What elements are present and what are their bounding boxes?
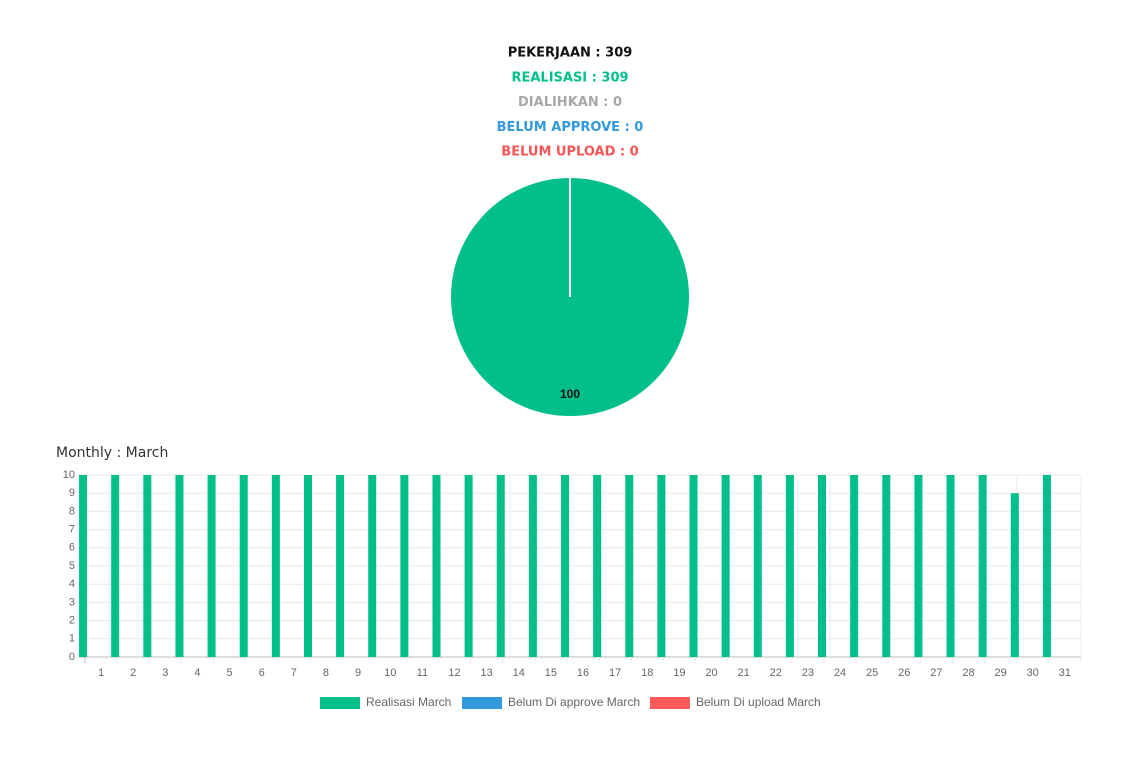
bar (368, 475, 377, 657)
legend-swatch (320, 697, 360, 709)
bar (400, 475, 409, 657)
x-tick-label: 26 (898, 667, 910, 679)
bar (561, 475, 569, 657)
bar (785, 475, 794, 657)
x-tick-label: 2 (130, 667, 136, 679)
summary-line: BELUM UPLOAD : 0 (501, 145, 638, 160)
y-tick-label: 8 (69, 505, 75, 517)
legend-label: Belum Di approve March (508, 695, 640, 709)
bar (850, 475, 859, 657)
x-tick-label: 23 (802, 667, 814, 679)
x-tick-label: 30 (1027, 667, 1039, 679)
pie-value-label: 100 (560, 387, 580, 401)
bar (818, 475, 827, 657)
x-tick-label: 10 (384, 667, 396, 679)
bar (914, 475, 923, 657)
y-tick-label: 2 (69, 615, 75, 627)
y-tick-label: 0 (69, 651, 75, 663)
bar (625, 475, 634, 657)
x-tick-label: 4 (194, 667, 200, 679)
y-tick-label: 10 (63, 469, 75, 481)
x-tick-label: 27 (930, 667, 942, 679)
bar (753, 475, 762, 657)
x-tick-label: 6 (259, 667, 265, 679)
bar (1042, 475, 1051, 657)
x-tick-label: 8 (323, 667, 329, 679)
x-tick-label: 29 (995, 667, 1007, 679)
bar (239, 475, 248, 657)
x-tick-label: 25 (866, 667, 878, 679)
bar-chart-title: Monthly : March (56, 445, 168, 461)
x-tick-label: 20 (705, 667, 717, 679)
x-tick-label: 17 (609, 667, 621, 679)
bar (689, 475, 698, 657)
bar (432, 475, 441, 657)
legend-swatch (650, 697, 690, 709)
bar (111, 475, 120, 657)
y-tick-label: 3 (69, 596, 75, 608)
bar (657, 475, 666, 657)
summary-line: BELUM APPROVE : 0 (497, 120, 644, 135)
x-tick-label: 24 (834, 667, 846, 679)
x-tick-label: 12 (448, 667, 460, 679)
x-tick-label: 16 (577, 667, 589, 679)
x-tick-label: 7 (291, 667, 297, 679)
legend-label: Realisasi March (366, 695, 451, 709)
bar (336, 475, 345, 657)
x-tick-label: 19 (673, 667, 685, 679)
y-tick-label: 7 (69, 524, 75, 536)
bar (721, 475, 730, 657)
bar (882, 475, 891, 657)
summary-line: PEKERJAAN : 309 (508, 46, 633, 61)
x-tick-label: 1 (98, 667, 104, 679)
bar (79, 475, 88, 657)
x-tick-label: 31 (1059, 667, 1071, 679)
y-tick-label: 9 (69, 487, 75, 499)
bar (464, 475, 473, 657)
bar (303, 475, 312, 657)
x-tick-label: 22 (770, 667, 782, 679)
bar (946, 475, 955, 657)
x-tick-label: 28 (962, 667, 974, 679)
bar (978, 475, 987, 657)
x-tick-label: 3 (162, 667, 168, 679)
x-tick-label: 5 (227, 667, 233, 679)
x-tick-label: 9 (355, 667, 361, 679)
y-tick-label: 4 (69, 578, 75, 590)
x-tick-label: 13 (480, 667, 492, 679)
x-tick-label: 18 (641, 667, 653, 679)
y-tick-label: 1 (69, 633, 75, 645)
y-tick-label: 5 (69, 560, 75, 572)
x-tick-label: 11 (417, 667, 428, 679)
x-tick-label: 21 (738, 667, 750, 679)
x-tick-label: 15 (545, 667, 557, 679)
bar (175, 475, 184, 657)
y-tick-label: 6 (69, 542, 75, 554)
bar (1010, 493, 1019, 657)
bar (528, 475, 537, 657)
summary-line: DIALIHKAN : 0 (518, 95, 622, 110)
bar (271, 475, 280, 657)
legend-label: Belum Di upload March (696, 695, 821, 709)
bar (496, 475, 505, 657)
legend-swatch (462, 697, 502, 709)
bar (593, 475, 602, 657)
summary-line: REALISASI : 309 (511, 70, 628, 85)
bar (207, 475, 216, 657)
bar (143, 475, 152, 657)
x-tick-label: 14 (513, 667, 525, 679)
